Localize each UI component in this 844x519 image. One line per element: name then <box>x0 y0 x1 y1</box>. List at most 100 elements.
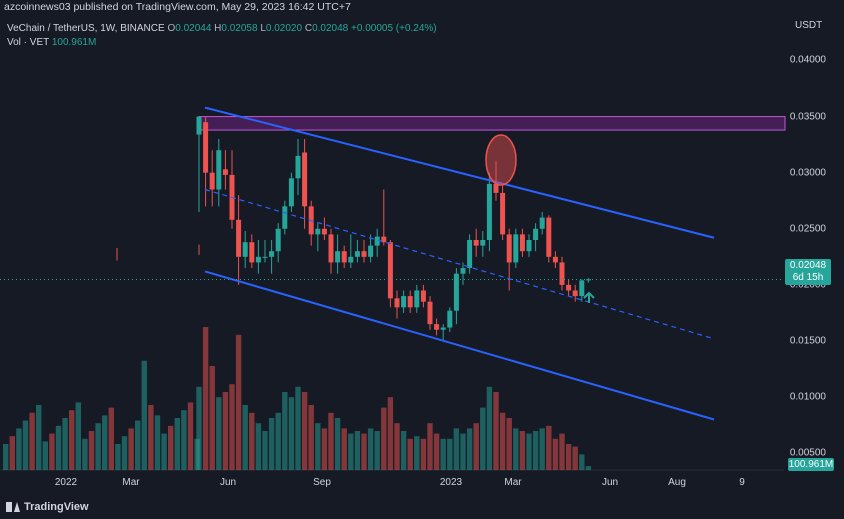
candle-body <box>216 150 222 190</box>
volume-bar <box>506 418 512 470</box>
volume-bar <box>453 428 460 470</box>
volume-bar <box>9 436 15 470</box>
candle-body <box>262 256 268 258</box>
volume-bar <box>135 420 141 470</box>
volume-bar <box>229 384 235 470</box>
candle-body <box>447 310 453 328</box>
volume-bar <box>321 428 328 470</box>
volume-bar <box>115 444 121 470</box>
candle-body <box>209 172 215 190</box>
candle-body <box>361 251 367 257</box>
low-value: 0.02020 <box>265 23 303 34</box>
close-value: 0.02048 <box>312 23 349 34</box>
tradingview-logo-text: TradingView <box>24 501 89 513</box>
time-tick-label: Mar <box>504 477 522 488</box>
candle-body <box>282 206 288 229</box>
candle-body <box>387 242 393 299</box>
candle-body <box>519 234 525 252</box>
volume-bar <box>295 386 301 470</box>
candle-body <box>467 240 473 269</box>
candle-body <box>453 273 459 311</box>
candle-body <box>401 296 407 308</box>
volume-bar <box>148 405 154 470</box>
volume-bar <box>433 433 440 470</box>
candle-body <box>420 290 426 302</box>
candle-body <box>539 217 545 229</box>
volume-bar <box>102 415 108 470</box>
volume-bar <box>473 423 479 470</box>
candle-body <box>460 268 466 274</box>
volume-bar <box>394 423 400 470</box>
volume-bar <box>216 397 222 470</box>
volume-bar <box>62 418 68 470</box>
candle-body <box>203 122 209 173</box>
volume-bar <box>181 410 187 470</box>
symbol-title: VeChain / TetherUS, 1W, BINANCE <box>7 23 165 34</box>
candle-body <box>222 169 228 175</box>
candle-body <box>348 256 354 263</box>
volume-bar <box>88 431 95 470</box>
volume-bar <box>69 410 75 470</box>
volume-bar <box>460 433 466 470</box>
volume-bar <box>288 397 295 470</box>
candle-body <box>236 219 242 257</box>
channel-lower-line <box>204 270 715 421</box>
candle-body <box>513 234 519 263</box>
candle-body <box>341 251 347 263</box>
volume-bar <box>108 407 114 470</box>
volume-bar <box>174 418 180 470</box>
tradingview-logo[interactable]: TradingView <box>6 501 89 513</box>
open-value: 0.02044 <box>175 23 212 34</box>
volume-bar <box>202 327 209 470</box>
time-tick-label: Mar <box>122 477 140 488</box>
volume-bar <box>268 418 275 470</box>
volume-bar <box>572 446 578 470</box>
volume-bar <box>559 433 565 470</box>
high-value: 0.02058 <box>221 23 258 34</box>
volume-bar <box>420 438 427 470</box>
volume-bar <box>161 433 167 470</box>
volume-bar <box>36 405 42 470</box>
candle-body <box>546 217 552 257</box>
volume-bar <box>95 423 101 470</box>
volume-bar <box>209 366 215 470</box>
highlight-ellipse <box>485 134 517 186</box>
volume-bar <box>168 425 174 470</box>
price-unit-label: USDT <box>795 20 823 31</box>
volume-bar <box>400 431 407 470</box>
volume-bar <box>154 415 161 470</box>
last-price-badge: 0.02048 6d 15h <box>785 259 831 285</box>
volume-bar <box>513 428 519 470</box>
volume-bar <box>334 418 341 470</box>
candle-body <box>533 228 539 240</box>
volume-bar <box>519 431 526 470</box>
volume-bar <box>447 438 453 470</box>
volume-bars <box>3 327 592 470</box>
volume-bar <box>480 407 486 470</box>
volume-bar <box>585 466 592 470</box>
tradingview-logo-icon <box>6 502 20 512</box>
last-price-value: 0.02048 <box>789 260 827 271</box>
candle-body <box>579 280 585 297</box>
volume-bar <box>275 412 281 470</box>
volume-bar <box>407 438 413 470</box>
candle-body <box>440 327 446 330</box>
volume-bar <box>22 420 29 470</box>
volume-bar <box>387 397 394 470</box>
candle-body <box>473 240 479 246</box>
volume-label: Vol · VET <box>7 37 50 48</box>
volume-bar <box>361 433 367 470</box>
channel-mid-line <box>204 188 715 340</box>
volume-bar <box>546 425 552 470</box>
candle-body <box>506 234 512 263</box>
price-tick-label: 0.01500 <box>789 335 826 347</box>
candle-body <box>288 178 294 207</box>
candle-body <box>196 116 202 135</box>
candle-body <box>269 251 275 257</box>
candle-body <box>394 298 400 308</box>
candle-body <box>427 301 433 325</box>
candle-body <box>368 245 374 257</box>
high-label: H <box>214 23 222 34</box>
price-tick-label: 0.03500 <box>789 111 826 123</box>
